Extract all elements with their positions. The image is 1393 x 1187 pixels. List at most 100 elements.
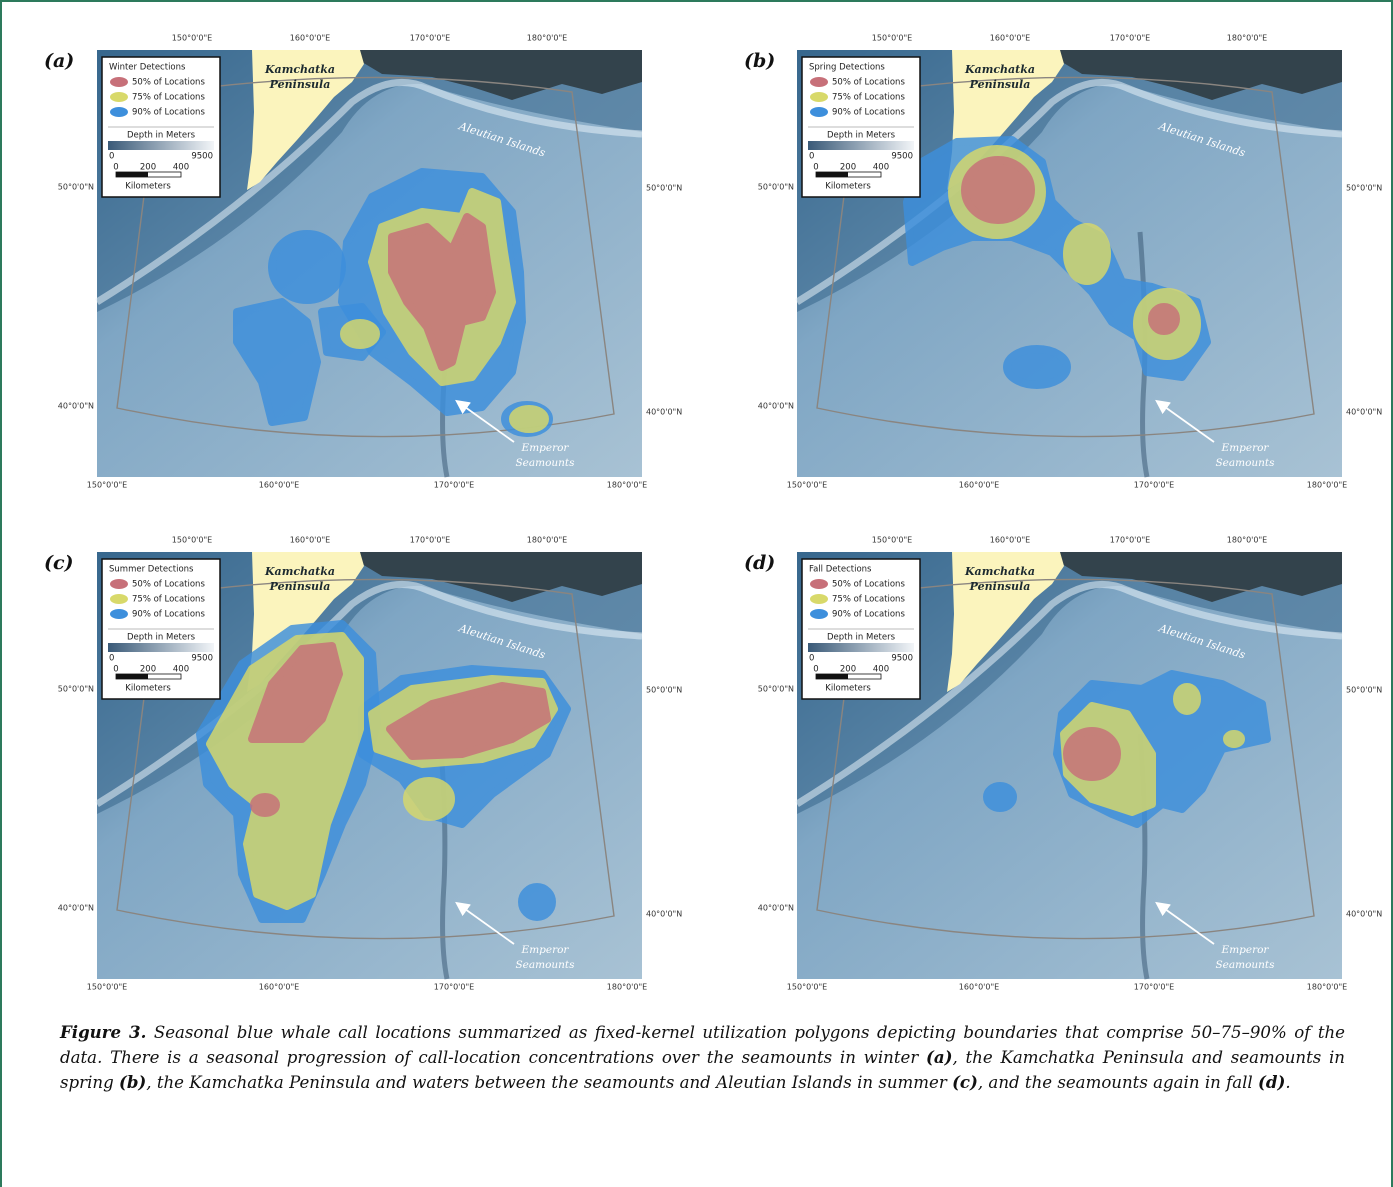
legend-depth-title: Depth in Meters (127, 131, 196, 141)
scale-bar (116, 172, 148, 177)
place-label: Emperor (521, 442, 570, 454)
lon-label: 180°0'0"E (1227, 34, 1267, 43)
place-label: Peninsula (969, 580, 1031, 593)
lat-label: 40°0'0"N (758, 402, 794, 411)
scale-unit: Kilometers (125, 182, 171, 192)
scale-label: 200 (140, 163, 156, 173)
scale-label: 400 (873, 163, 889, 173)
lon-label: 150°0'0"E (787, 481, 827, 490)
lon-label: 170°0'0"E (434, 983, 474, 992)
lat-label: 40°0'0"N (758, 904, 794, 913)
kernel-polygon (1007, 349, 1067, 385)
lon-label: 180°0'0"E (607, 983, 647, 992)
place-label: Kamchatka (264, 63, 335, 76)
legend-item: 90% of Locations (832, 610, 905, 620)
page: (a)KamchatkaPeninsulaAleutian IslandsEmp… (0, 0, 1393, 1187)
place-label: Kamchatka (264, 565, 335, 578)
lon-label: 150°0'0"E (172, 34, 212, 43)
legend-title: Spring Detections (809, 63, 885, 73)
lon-label: 180°0'0"E (607, 481, 647, 490)
scale-label: 0 (813, 665, 818, 675)
legend-item: 50% of Locations (132, 580, 205, 590)
lon-label: 160°0'0"E (259, 481, 299, 490)
depth-ramp (108, 643, 214, 652)
legend-depth-title: Depth in Meters (827, 131, 896, 141)
caption-text: , and the seamounts again in fall (978, 1073, 1258, 1092)
lon-label: 150°0'0"E (172, 536, 212, 545)
legend-depth-title: Depth in Meters (827, 633, 896, 643)
scale-bar (816, 674, 848, 679)
kernel-polygon (344, 323, 376, 345)
panel-label: (b) (744, 50, 775, 72)
scale-bar (816, 172, 848, 177)
legend-swatch (810, 107, 828, 117)
lat-label: 50°0'0"N (646, 184, 682, 193)
caption-text: (c) (952, 1072, 978, 1092)
map-panel: (d)KamchatkaPeninsulaAleutian IslandsEmp… (744, 536, 1382, 992)
lat-label: 50°0'0"N (58, 685, 94, 694)
legend-swatch (110, 107, 128, 117)
scale-label: 400 (173, 665, 189, 675)
legend-swatch (110, 92, 128, 102)
lat-label: 50°0'0"N (758, 685, 794, 694)
lon-label: 170°0'0"E (1110, 536, 1150, 545)
legend-title: Fall Detections (809, 565, 872, 575)
legend-swatch (110, 77, 128, 87)
lon-label: 170°0'0"E (410, 536, 450, 545)
panel-label: (c) (44, 552, 74, 574)
lon-label: 150°0'0"E (87, 983, 127, 992)
caption: Figure 3. Seasonal blue whale call locat… (60, 1020, 1345, 1095)
lon-label: 150°0'0"E (787, 983, 827, 992)
scale-unit: Kilometers (125, 684, 171, 694)
legend: Winter Detections 50% of Locations 75% of … (102, 57, 220, 197)
legend-swatch (810, 92, 828, 102)
lon-label: 170°0'0"E (1134, 983, 1174, 992)
kernel-polygon (272, 234, 342, 300)
scale-label: 400 (173, 163, 189, 173)
legend-item: 50% of Locations (132, 78, 205, 88)
lat-label: 50°0'0"N (646, 686, 682, 695)
depth-label: 0 (809, 654, 814, 664)
lat-label: 40°0'0"N (646, 408, 682, 417)
place-label: Peninsula (269, 78, 331, 91)
lon-label: 170°0'0"E (410, 34, 450, 43)
legend-item: 75% of Locations (832, 595, 905, 605)
scale-bar (116, 674, 148, 679)
kernel-polygon (1067, 227, 1107, 281)
depth-ramp (808, 141, 914, 150)
depth-label: 9500 (191, 654, 213, 664)
legend-swatch (110, 609, 128, 619)
lat-label: 50°0'0"N (1346, 686, 1382, 695)
legend-item: 50% of Locations (832, 78, 905, 88)
lat-label: 40°0'0"N (58, 402, 94, 411)
caption-text: (b) (119, 1072, 146, 1092)
map-panel: (b)KamchatkaPeninsulaAleutian IslandsEmp… (744, 34, 1382, 490)
place-label: Seamounts (515, 457, 575, 469)
legend-title: Winter Detections (109, 63, 186, 73)
depth-ramp (108, 141, 214, 150)
place-label: Kamchatka (964, 565, 1035, 578)
legend-item: 75% of Locations (132, 93, 205, 103)
lon-label: 160°0'0"E (259, 983, 299, 992)
lat-label: 50°0'0"N (1346, 184, 1382, 193)
lon-label: 170°0'0"E (1134, 481, 1174, 490)
map-panel: (c)KamchatkaPeninsulaAleutian IslandsEmp… (44, 536, 682, 992)
scale-unit: Kilometers (825, 182, 871, 192)
depth-label: 9500 (191, 152, 213, 162)
place-label: Seamounts (515, 959, 575, 971)
panel-label: (d) (744, 552, 775, 574)
legend: Spring Detections50% of Locations75% of … (802, 57, 920, 197)
kernel-polygon (1067, 731, 1117, 777)
depth-label: 0 (109, 152, 114, 162)
lon-label: 160°0'0"E (290, 536, 330, 545)
depth-label: 9500 (891, 152, 913, 162)
legend-swatch (810, 594, 828, 604)
lon-label: 180°0'0"E (1307, 481, 1347, 490)
kernel-polygon (1227, 734, 1241, 744)
figure: (a)KamchatkaPeninsulaAleutian IslandsEmp… (2, 2, 1393, 1012)
kernel-polygon (1152, 307, 1176, 331)
legend-depth-title: Depth in Meters (127, 633, 196, 643)
lat-label: 40°0'0"N (646, 910, 682, 919)
legend: Summer Detections50% of Locations75% of … (102, 559, 220, 699)
legend-title: Summer Detections (109, 565, 194, 575)
